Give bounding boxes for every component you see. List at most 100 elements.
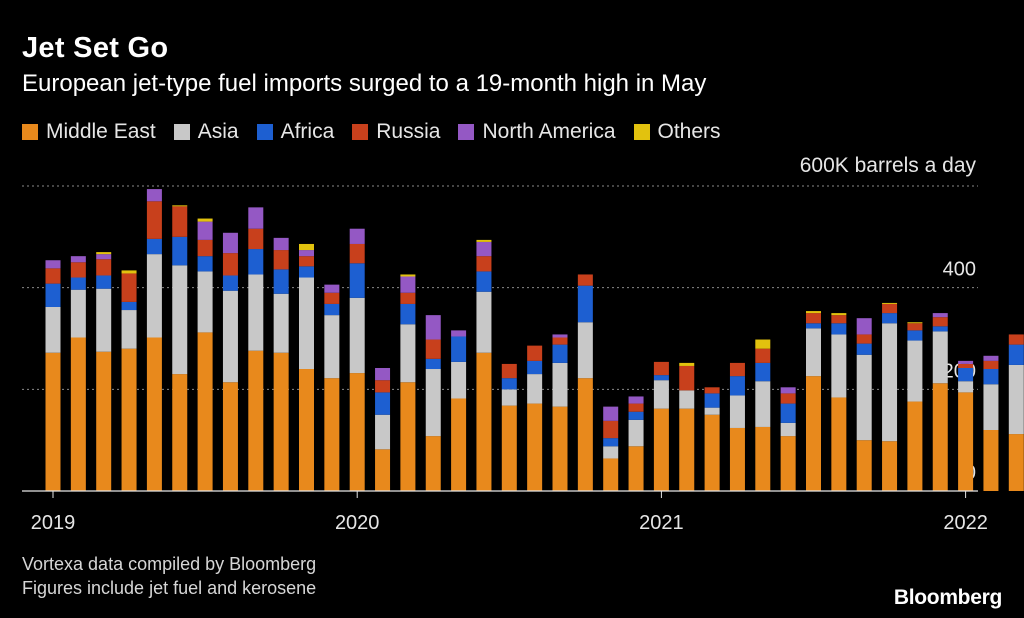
bar-segment-asia [425,369,441,437]
bar-segment-middle-east [273,352,289,491]
bar-segment-russia [882,303,898,314]
bar-segment-others [755,339,771,349]
bar-segment-africa [1008,344,1024,365]
bar-segment-asia [755,381,771,427]
bar-segment-africa [96,275,112,289]
legend-swatch-africa [256,124,273,140]
bar-segment-middle-east [552,406,568,491]
bar-segment-asia [729,395,745,428]
bar-segment-asia [501,389,517,406]
bar-segment-middle-east [45,352,61,491]
legend-item-others: Others [633,120,721,144]
bar-segment-africa [375,392,391,415]
bar-segment-middle-east [806,376,821,491]
bar-segment-russia [806,313,821,324]
bar-segment-asia [806,328,821,377]
bar-segment-middle-east [425,436,441,491]
bar-segment-asia [45,306,61,353]
bar-segment-africa [425,358,441,370]
bar-segment-russia [172,206,188,237]
bar-segment-middle-east [121,348,137,491]
bar-segment-others [299,243,314,251]
bar-segment-russia [958,363,974,368]
bar-segment-asia [704,407,720,415]
bar-segment-africa [273,269,289,294]
bar-segment-africa [476,271,492,292]
bar-segment-asia [299,277,314,370]
bar-segment-others [172,205,188,207]
bar-segment-africa [324,303,340,316]
bar-segment-africa [882,313,898,324]
bar-segment-middle-east [831,397,847,491]
bar-segment-others [907,322,923,324]
legend-label-north-america: North America [482,120,616,143]
bloomberg-logo: Bloomberg [893,586,1002,609]
legend-swatch-asia [173,124,190,140]
y-tick-label: 400 [943,259,976,281]
bar-segment-russia [324,292,340,304]
bar-segment-russia [527,345,543,361]
source-note: Vortexa data compiled by Bloomberg [22,554,317,574]
bar-segment-north-america [628,396,644,404]
legend-swatch-russia [352,124,369,140]
x-tick-label: 2021 [639,512,684,534]
bar-segment-north-america [476,241,492,257]
bar-segment-asia [780,422,796,437]
legend-item-asia: Asia [173,120,239,144]
bar-segment-russia [552,337,568,345]
bar-segment-africa [831,323,847,335]
bar-segment-middle-east [882,441,898,491]
bar-segment-middle-east [729,427,745,491]
bar-segment-asia [70,289,86,338]
bar-segment-others [882,302,898,304]
bar-segment-middle-east [299,369,314,491]
bar-segment-middle-east [172,374,188,491]
bar-segment-middle-east [755,426,771,491]
bar-segment-africa [780,403,796,423]
bar-segment-russia [907,323,923,331]
bar-segment-russia [679,365,695,391]
bar-segment-middle-east [375,449,391,491]
bar-segment-north-america [983,355,999,361]
bar-segment-russia [70,262,86,278]
bar-segment-asia [958,381,974,393]
bar-segment-middle-east [501,405,517,491]
bar-segment-russia [501,363,517,379]
bar-segment-others [831,313,847,316]
bar-segment-russia [222,253,238,276]
bar-segment-asia [451,361,467,399]
bar-segment-asia [932,331,948,384]
bar-segment-russia [45,268,61,284]
bar-segment-north-america [425,315,441,340]
bar-segment-asia [983,384,999,431]
bar-segment-middle-east [653,408,669,491]
bar-segment-asia [476,291,492,353]
bar-segment-africa [856,343,872,355]
chart-title: Jet Set Go [22,32,169,64]
bar-segment-russia [704,387,720,394]
bar-segment-middle-east [628,446,644,491]
legend-label-others: Others [657,120,721,143]
bar-segment-africa [729,376,745,396]
bar-segment-others [121,270,137,274]
bar-segment-russia [856,334,872,344]
bar-segment-middle-east [400,382,416,491]
bar-segment-africa [603,438,619,447]
bar-segment-north-america [324,284,340,293]
bar-segment-north-america [349,228,365,244]
bar-segment-russia [248,228,264,250]
bar-segment-north-america [299,250,314,257]
bar-segment-asia [146,254,162,338]
bar-segment-middle-east [476,352,492,491]
bar-segment-russia [780,393,796,404]
bar-segment-others [679,362,695,366]
bar-segment-africa [932,326,948,332]
bar-segment-asia [172,265,188,375]
bar-segment-asia [527,374,543,404]
bar-segment-middle-east [983,430,999,491]
bar-segment-middle-east [70,337,86,491]
bar-segment-africa [552,344,568,363]
bar-segment-middle-east [958,392,974,491]
bar-segment-russia [146,201,162,239]
